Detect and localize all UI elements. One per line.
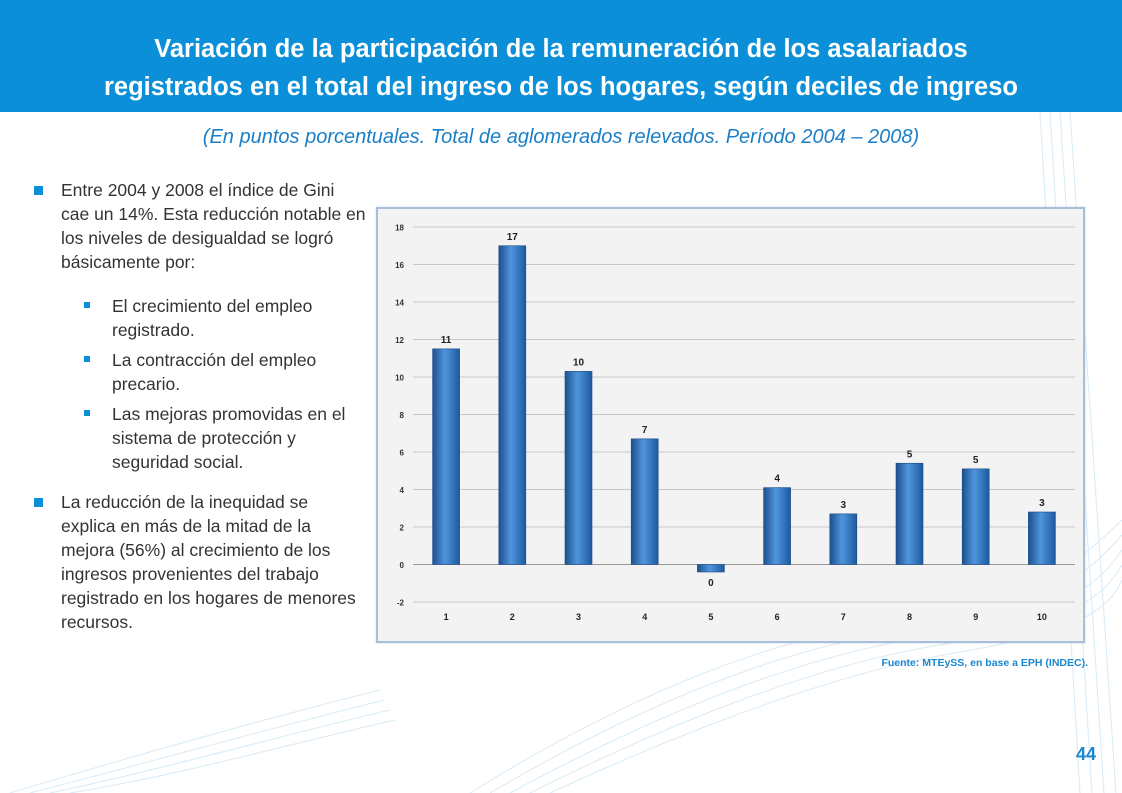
y-tick-label: 2 (400, 524, 405, 533)
y-tick-label: 6 (400, 449, 405, 458)
x-tick-label: 4 (642, 612, 647, 622)
x-tick-label: 10 (1037, 612, 1047, 622)
bar-data-label: 3 (841, 500, 847, 511)
bar-decile-9 (961, 468, 990, 565)
y-tick-label: 10 (395, 374, 404, 383)
bar-decile-10 (1028, 511, 1056, 565)
bar-decile-5 (697, 564, 725, 573)
x-tick-label: 7 (841, 612, 846, 622)
chart-subtitle: (En puntos porcentuales. Total de aglome… (202, 126, 920, 148)
bar-data-label: 11 (441, 335, 452, 346)
bar-decile-7 (829, 513, 858, 565)
header-banner: Variación de la participación de la remu… (0, 0, 1122, 112)
sub-bullet-text: La contracción del empleo precario. (112, 350, 317, 394)
page-title-line-2: registrados en el total del ingreso de l… (103, 73, 1018, 101)
y-tick-label: -2 (397, 599, 405, 608)
sub-bullet-square-icon (84, 356, 90, 362)
y-tick-label: 14 (395, 299, 404, 308)
bullet-text-inequity: La reducción de la inequidad se explica … (61, 492, 356, 632)
bar-data-label: 3 (1039, 498, 1045, 509)
x-tick-label: 3 (576, 612, 581, 622)
bullet-item-inequity: La reducción de la inequidad se explica … (32, 490, 367, 634)
page-title-line-1: Variación de la participación de la remu… (154, 35, 968, 63)
bar-decile-1 (432, 348, 460, 565)
x-tick-label: 6 (775, 612, 780, 622)
bar-decile-3 (564, 371, 593, 565)
bullet-square-icon (34, 498, 43, 507)
sub-bullet-text: Las mejoras promovidas en el sistema de … (112, 404, 346, 472)
bullet-item-gini: Entre 2004 y 2008 el índice de Gini cae … (32, 178, 367, 274)
bar-decile-2 (498, 245, 527, 565)
x-tick-label: 8 (907, 612, 912, 622)
y-tick-label: 16 (395, 261, 404, 270)
sub-bullet-item: El crecimiento del empleo registrado. (32, 294, 367, 342)
y-tick-label: 8 (400, 411, 405, 420)
sub-bullet-text: El crecimiento del empleo registrado. (112, 296, 313, 340)
sub-bullet-item: La contracción del empleo precario. (32, 348, 367, 396)
y-tick-label: 0 (400, 561, 405, 570)
y-tick-label: 12 (395, 336, 404, 345)
bar-decile-6 (763, 487, 791, 565)
bar-chart: -2 0 2 4 6 8 10 12 14 16 18 1 2 3 4 5 6 7 8 9 10 11 17 10 7 0 4 3 5… (376, 207, 1085, 643)
y-tick-label: 18 (395, 224, 404, 233)
bullet-list: Entre 2004 y 2008 el índice de Gini cae … (32, 178, 367, 634)
bullet-text-gini: Entre 2004 y 2008 el índice de Gini cae … (61, 180, 366, 272)
sub-bullet-square-icon (84, 410, 90, 416)
bar-data-label: 7 (642, 425, 648, 436)
bar-data-label: 5 (907, 449, 913, 460)
bar-data-label: 17 (507, 232, 519, 243)
bar-data-label: 0 (708, 578, 714, 589)
bar-decile-4 (630, 438, 659, 565)
x-tick-label: 1 (444, 612, 449, 622)
sub-bullet-square-icon (84, 302, 90, 308)
bullet-square-icon (34, 186, 43, 195)
source-note: Fuente: MTEySS, en base a EPH (INDEC). (881, 657, 1088, 669)
x-tick-label: 9 (973, 612, 978, 622)
bar-data-label: 4 (774, 474, 780, 485)
x-tick-label: 5 (708, 612, 713, 622)
y-tick-label: 4 (400, 486, 405, 495)
x-tick-label: 2 (510, 612, 515, 622)
bar-data-label: 10 (573, 357, 585, 368)
bar-decile-8 (895, 462, 924, 565)
bar-data-label: 5 (973, 455, 979, 466)
page-title: Variación de la participación de la remu… (20, 30, 1102, 106)
page-number: 44 (1075, 744, 1096, 764)
sub-bullet-item: Las mejoras promovidas en el sistema de … (32, 402, 367, 474)
